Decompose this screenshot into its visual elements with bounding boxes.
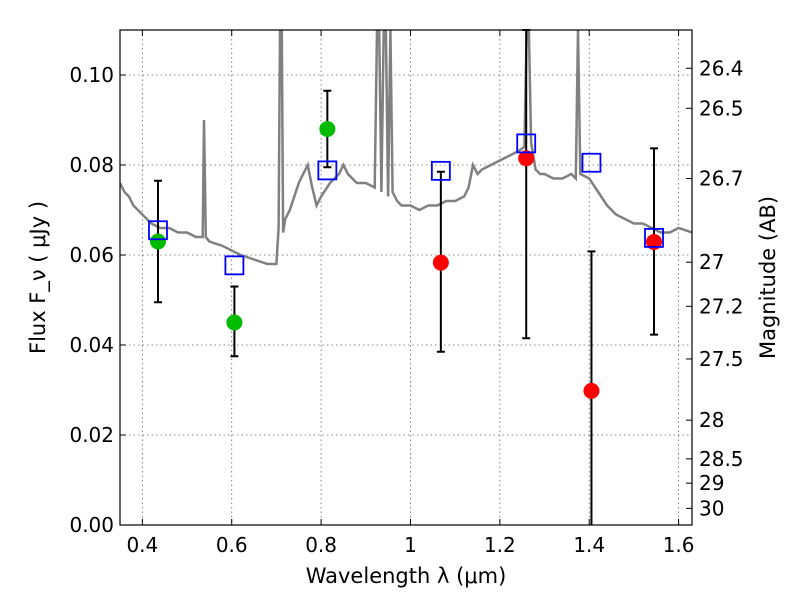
right-tick-label: 28	[699, 408, 724, 432]
x-tick-label: 0.6	[216, 533, 248, 557]
x-tick-label: 0.8	[305, 533, 337, 557]
data-point	[432, 254, 449, 271]
y-tick-label: 0.02	[69, 423, 114, 447]
y-tick-label: 0.08	[69, 153, 114, 177]
model-square	[148, 220, 168, 241]
model-square	[430, 160, 451, 181]
y-axis-label: Flux F_ν ( μJy )	[26, 201, 51, 354]
y-axis-left: 0.00 0.02 0.04 0.06 0.08 0.10	[69, 63, 126, 537]
data-point	[583, 382, 600, 399]
model-square	[317, 160, 338, 181]
marker-layer	[148, 121, 664, 399]
right-tick-label: 26.7	[699, 167, 744, 191]
data-point	[319, 121, 336, 137]
x-tick-label: 1	[404, 533, 417, 557]
right-tick-label: 29	[699, 471, 724, 495]
data-point	[646, 233, 663, 250]
x-tick-label: 1.6	[663, 533, 695, 557]
model-square	[224, 255, 245, 276]
right-tick-label: 28.5	[699, 447, 744, 471]
spectrum-layer	[120, 30, 692, 266]
y-tick-label: 0.06	[69, 243, 114, 267]
grid	[120, 30, 692, 526]
right-tick-label: 27	[699, 250, 724, 274]
y-tick-label: 0.00	[69, 513, 114, 537]
right-tick-label: 26.5	[699, 96, 744, 120]
errorbar-layer	[153, 29, 659, 525]
x-tick-label: 1.4	[573, 533, 605, 557]
data-point	[226, 314, 243, 331]
model-square	[644, 227, 664, 248]
data-point	[518, 150, 535, 167]
y-tick-label: 0.04	[69, 333, 114, 357]
x-axis-label: Wavelength λ (μm)	[306, 564, 507, 588]
model-square	[516, 133, 537, 154]
spectrum-line	[120, 30, 692, 266]
right-tick-label: 27.5	[699, 347, 744, 371]
y-tick-label: 0.10	[69, 63, 114, 87]
right-tick-label: 27.2	[699, 294, 744, 318]
x-tick-label: 0.4	[126, 533, 158, 557]
plot-frame	[119, 29, 693, 526]
right-axis-label: Magnitude (AB)	[756, 196, 780, 359]
x-axis: 0.4 0.6 0.8 1 1.2 1.4 1.6	[126, 30, 695, 557]
data-point	[149, 233, 166, 250]
right-tick-label: 30	[699, 496, 724, 520]
right-tick-label: 26.4	[699, 56, 744, 80]
model-square	[581, 152, 602, 173]
x-tick-label: 1.2	[484, 533, 516, 557]
